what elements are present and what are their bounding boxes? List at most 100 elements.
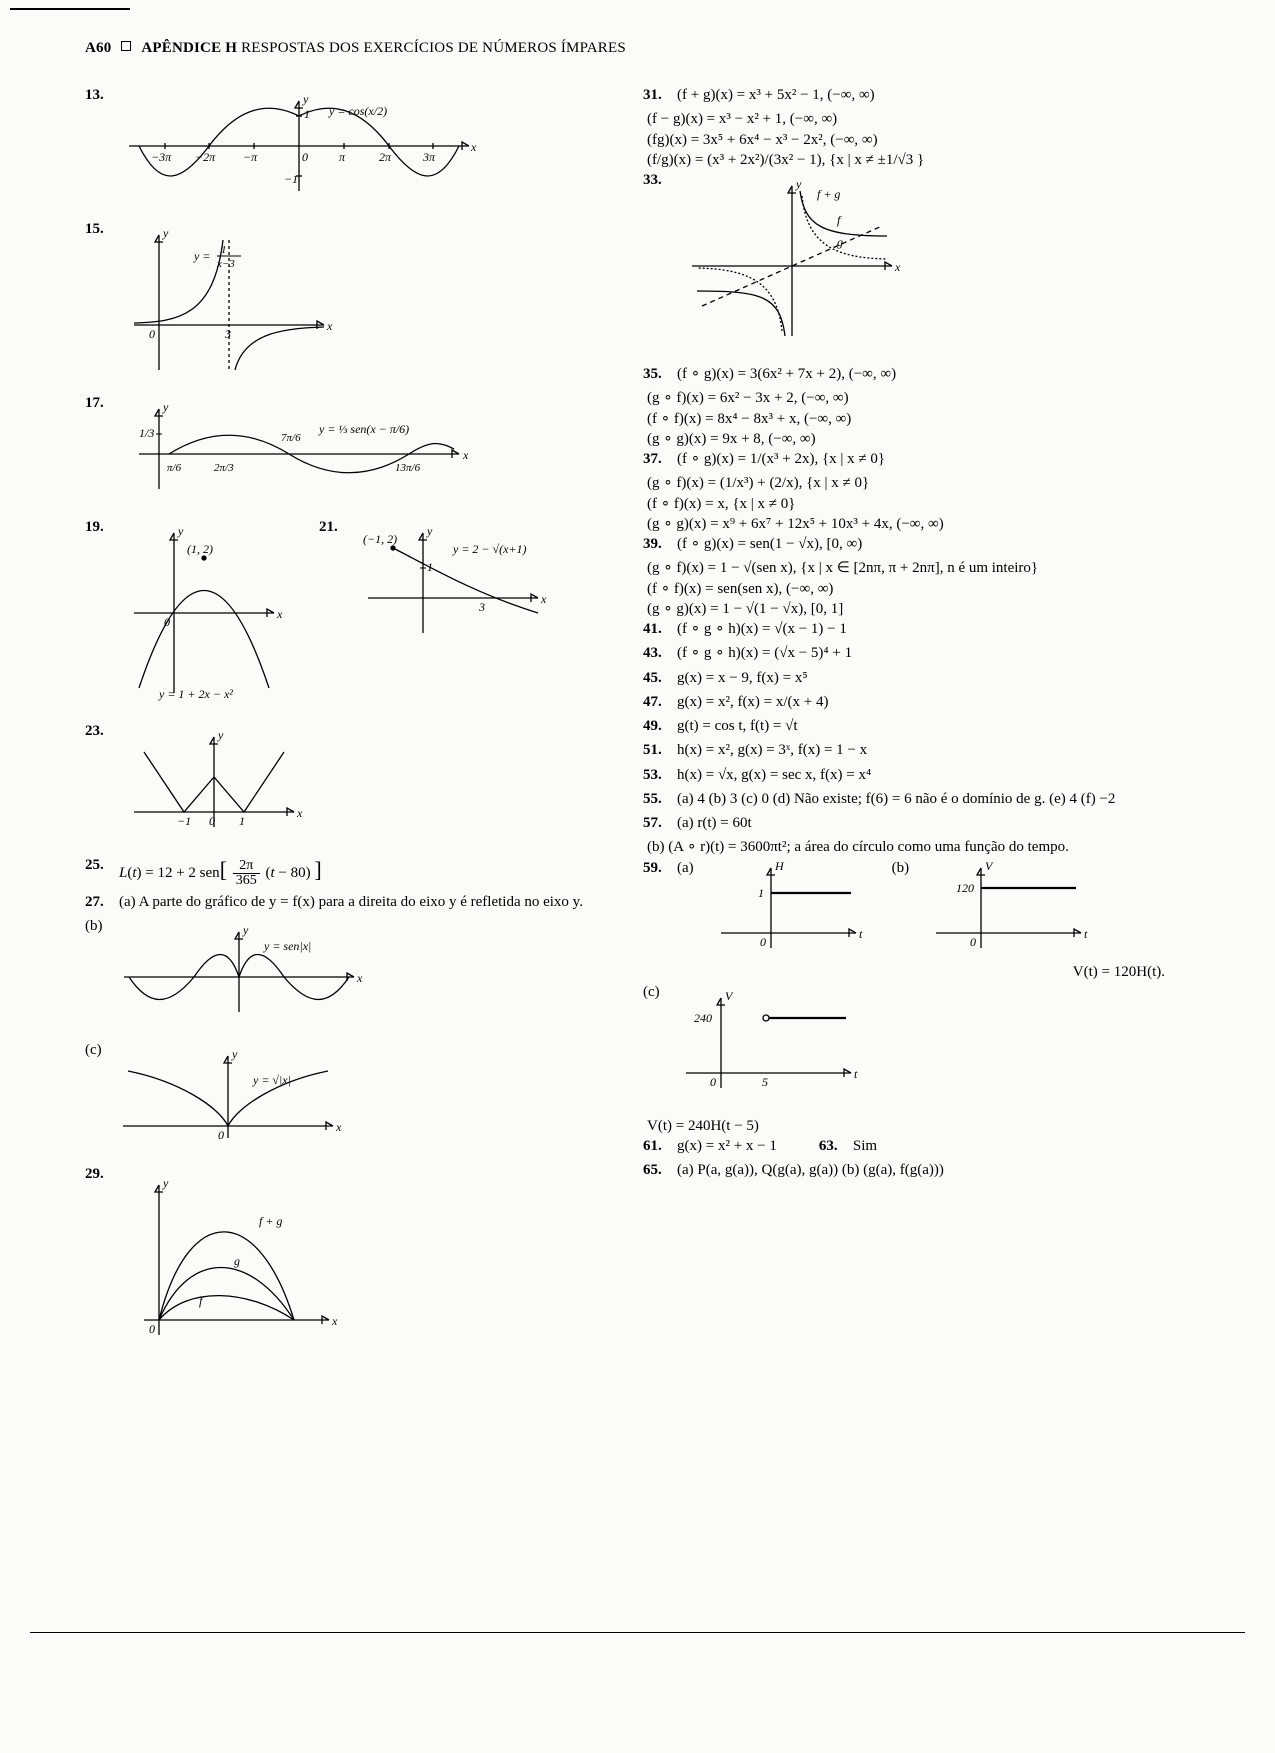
answer-27: 27. (a) A parte do gráfico de y = f(x) p… xyxy=(85,892,605,912)
answer-line: (g ∘ g)(x) = 9x + 8, (−∞, ∞) xyxy=(647,429,1205,449)
svg-text:(1, 2): (1, 2) xyxy=(187,542,213,556)
answer-45: 45. g(x) = x − 9, f(x) = x⁵ xyxy=(643,668,1205,688)
answer-number: 65. xyxy=(643,1160,671,1180)
graph-29: y x 0 f + g g f xyxy=(119,1170,349,1350)
svg-text:0: 0 xyxy=(218,1128,224,1142)
svg-text:y = 2 − √(x+1): y = 2 − √(x+1) xyxy=(452,542,527,556)
svg-text:1: 1 xyxy=(427,560,433,574)
svg-text:0: 0 xyxy=(970,935,976,949)
answer-17: 17. y x 1/3 π/6 xyxy=(85,393,605,513)
answer-line: (f/g)(x) = (x³ + 2x²)/(3x² − 1), {x | x … xyxy=(647,150,1205,170)
graph-23: y x −1 0 1 xyxy=(119,727,309,837)
svg-text:y: y xyxy=(177,524,184,538)
answer-line: (f ∘ f)(x) = x, {x | x ≠ 0} xyxy=(647,494,1205,514)
answer-47: 47. g(x) = x², f(x) = x/(x + 4) xyxy=(643,692,1205,712)
svg-text:y: y xyxy=(242,923,249,937)
svg-text:y =: y = xyxy=(193,249,210,263)
svg-text:13π/6: 13π/6 xyxy=(395,462,421,474)
xtick: −π xyxy=(243,150,258,164)
svg-text:V: V xyxy=(985,859,994,873)
answer-text: (a) r(t) = 60t xyxy=(677,813,752,833)
svg-text:0: 0 xyxy=(149,327,155,341)
xtick: −2π xyxy=(195,150,216,164)
answer-19: 19. y x 0 xyxy=(85,517,289,717)
page-header: A60 APÊNDICE H RESPOSTAS DOS EXERCÍCIOS … xyxy=(85,40,1205,57)
page: A60 APÊNDICE H RESPOSTAS DOS EXERCÍCIOS … xyxy=(0,0,1275,1753)
answer-55: 55. (a) 4 (b) 3 (c) 0 (d) Não existe; f(… xyxy=(643,789,1205,809)
answer-51: 51. h(x) = x², g(x) = 3ˣ, f(x) = 1 − x xyxy=(643,740,1205,760)
svg-text:x: x xyxy=(335,1120,342,1134)
svg-text:1: 1 xyxy=(221,244,227,256)
part-label: (b) xyxy=(85,916,103,936)
answer-39: 39. (f ∘ g)(x) = sen(1 − √x), [0, ∞) xyxy=(643,534,1205,554)
answer-number: 37. xyxy=(643,449,671,469)
answer-line: (g ∘ f)(x) = 6x² − 3x + 2, (−∞, ∞) xyxy=(647,388,1205,408)
axis-y-label: y xyxy=(302,92,309,106)
svg-text:x: x xyxy=(296,806,303,820)
left-column: 13. xyxy=(85,85,605,1368)
ytick-neg1: −1 xyxy=(284,172,298,186)
columns: 13. xyxy=(85,85,1205,1368)
right-column: 31. (f + g)(x) = x³ + 5x² − 1, (−∞, ∞) (… xyxy=(643,85,1205,1368)
answer-line: (f ∘ f)(x) = 8x⁴ − 8x³ + x, (−∞, ∞) xyxy=(647,409,1205,429)
graph-13: y x 1 −1 −3π −2π −π 0 π 2π 3π y = cos(x/… xyxy=(119,91,479,201)
svg-text:240: 240 xyxy=(694,1011,712,1025)
answer-number: 29. xyxy=(85,1164,113,1184)
svg-text:t: t xyxy=(1084,927,1088,941)
svg-text:y: y xyxy=(231,1047,238,1061)
answer-59c: (c) V t 0 240 xyxy=(643,982,1205,1112)
answer-15: 15. y x 0 xyxy=(85,219,605,389)
answer-number: 41. xyxy=(643,619,671,639)
answer-27b: (b) y x y = sen|x| xyxy=(85,916,605,1036)
answer-line: (g ∘ g)(x) = 1 − √(1 − √x), [0, 1] xyxy=(647,599,1205,619)
answer-number: 49. xyxy=(643,716,671,736)
xtick: 2π xyxy=(379,150,392,164)
answer-text: (f ∘ g ∘ h)(x) = √(x − 1) − 1 xyxy=(677,619,847,639)
answer-35: 35. (f ∘ g)(x) = 3(6x² + 7x + 2), (−∞, ∞… xyxy=(643,364,1205,384)
answer-text: (f + g)(x) = x³ + 5x² − 1, (−∞, ∞) xyxy=(677,85,875,105)
answer-number: 55. xyxy=(643,789,671,809)
answer-33: 33. xyxy=(643,170,1205,360)
answer-13: 13. xyxy=(85,85,605,215)
section-heading: RESPOSTAS DOS EXERCÍCIOS DE NÚMEROS ÍMPA… xyxy=(241,40,626,56)
part-label: (a) xyxy=(677,858,694,878)
answer-text: (a) 4 (b) 3 (c) 0 (d) Não existe; f(6) =… xyxy=(677,789,1115,809)
svg-text:1: 1 xyxy=(758,886,764,900)
svg-text:y: y xyxy=(162,400,169,414)
answer-number: 61. xyxy=(643,1136,671,1156)
axis-x-label: x xyxy=(470,140,477,154)
answer-53: 53. h(x) = √x, g(x) = sec x, f(x) = x⁴ xyxy=(643,765,1205,785)
page-number: A60 xyxy=(85,40,111,56)
xtick: −3π xyxy=(151,150,172,164)
graph-19: y x 0 (1, 2) y = 1 + 2x − x² xyxy=(119,523,289,703)
answer-number: 47. xyxy=(643,692,671,712)
svg-text:3: 3 xyxy=(478,600,485,614)
answer-number: 57. xyxy=(643,813,671,833)
svg-text:y: y xyxy=(162,226,169,240)
answer-number: 19. xyxy=(85,517,113,537)
answer-line: (fg)(x) = 3x⁵ + 6x⁴ − x³ − 2x², (−∞, ∞) xyxy=(647,130,1205,150)
xtick: π xyxy=(339,150,346,164)
answer-number: 59. xyxy=(643,858,671,878)
answer-line: V(t) = 120H(t). xyxy=(647,962,1205,982)
xtick: 0 xyxy=(302,150,308,164)
answer-21: 21. y x (−1, 2) xyxy=(319,517,553,717)
svg-text:0: 0 xyxy=(710,1075,716,1089)
graph-33: y x f + g f g xyxy=(677,176,907,346)
svg-text:0: 0 xyxy=(760,935,766,949)
part-label: (b) xyxy=(892,858,910,878)
svg-text:120: 120 xyxy=(956,881,974,895)
answer-57: 57. (a) r(t) = 60t xyxy=(643,813,1205,833)
svg-text:H: H xyxy=(774,859,785,873)
curve-label: y = cos(x/2) xyxy=(328,104,387,118)
appendix-label: APÊNDICE H xyxy=(141,40,237,56)
svg-text:f + g: f + g xyxy=(817,187,840,201)
svg-text:1: 1 xyxy=(239,814,245,828)
answer-text: (a) A parte do gráfico de y = f(x) para … xyxy=(119,892,583,912)
svg-text:y = 1 + 2x − x²: y = 1 + 2x − x² xyxy=(158,687,233,701)
svg-text:f: f xyxy=(837,213,842,227)
svg-text:f + g: f + g xyxy=(259,1214,282,1228)
svg-text:x: x xyxy=(331,1314,338,1328)
answer-59: 59. (a) H t 0 1 xyxy=(643,858,1205,958)
svg-text:y: y xyxy=(217,728,224,742)
